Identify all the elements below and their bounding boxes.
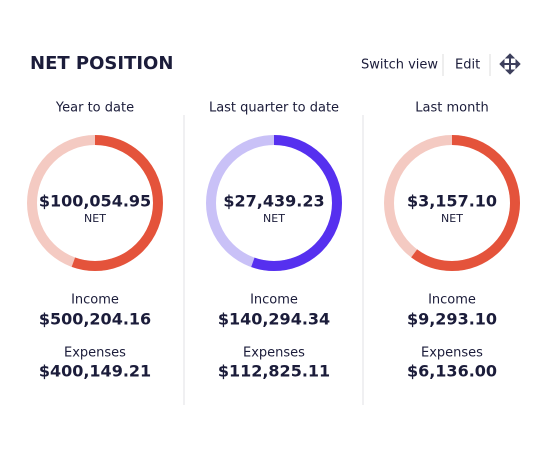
ring-income-arc bbox=[206, 135, 342, 271]
move-icon[interactable] bbox=[499, 53, 521, 75]
widget-title: NET POSITION bbox=[30, 53, 173, 74]
income-label: Income bbox=[250, 293, 298, 308]
switch-view-button[interactable]: Switch view bbox=[361, 58, 438, 73]
expenses-label: Expenses bbox=[64, 346, 126, 361]
expenses-value: $6,136.00 bbox=[407, 362, 497, 381]
net-value: $27,439.23 bbox=[223, 192, 324, 211]
period-label: Last quarter to date bbox=[209, 101, 339, 116]
income-label: Income bbox=[428, 293, 476, 308]
expenses-label: Expenses bbox=[243, 346, 305, 361]
net-value: $3,157.10 bbox=[407, 192, 497, 211]
net-label: NET bbox=[441, 212, 463, 225]
ring-income-arc bbox=[27, 135, 163, 271]
net-value: $100,054.95 bbox=[39, 192, 151, 211]
ring-income-arc bbox=[384, 135, 520, 271]
expenses-value: $112,825.11 bbox=[218, 362, 330, 381]
income-label: Income bbox=[71, 293, 119, 308]
income-value: $500,204.16 bbox=[39, 310, 151, 329]
income-value: $140,294.34 bbox=[218, 310, 330, 329]
period-label: Last month bbox=[415, 101, 488, 116]
edit-button[interactable]: Edit bbox=[455, 58, 480, 73]
net-label: NET bbox=[84, 212, 106, 225]
expenses-label: Expenses bbox=[421, 346, 483, 361]
net-label: NET bbox=[263, 212, 285, 225]
expenses-value: $400,149.21 bbox=[39, 362, 151, 381]
period-label: Year to date bbox=[55, 101, 134, 116]
income-value: $9,293.10 bbox=[407, 310, 497, 329]
